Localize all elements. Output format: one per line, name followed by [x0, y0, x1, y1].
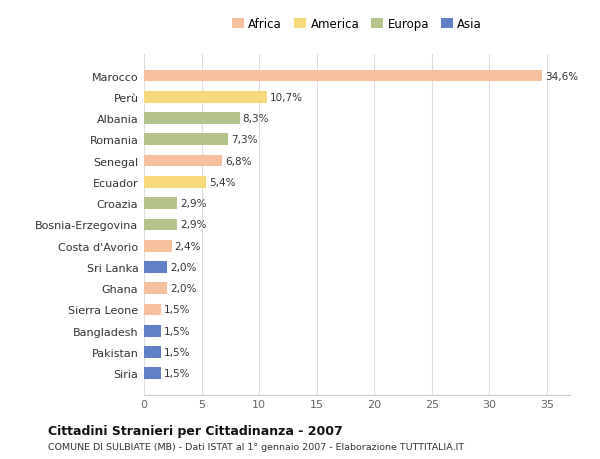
- Bar: [144, 71, 542, 82]
- Bar: [144, 134, 228, 146]
- Bar: [144, 241, 172, 252]
- Text: 10,7%: 10,7%: [270, 93, 303, 102]
- Text: COMUNE DI SULBIATE (MB) - Dati ISTAT al 1° gennaio 2007 - Elaborazione TUTTITALI: COMUNE DI SULBIATE (MB) - Dati ISTAT al …: [48, 442, 464, 451]
- Text: 2,9%: 2,9%: [180, 199, 207, 209]
- Bar: [144, 304, 161, 316]
- Text: 5,4%: 5,4%: [209, 178, 236, 187]
- Bar: [144, 347, 161, 358]
- Bar: [144, 325, 161, 337]
- Bar: [144, 283, 167, 294]
- Bar: [144, 368, 161, 379]
- Bar: [144, 262, 167, 273]
- Text: 2,9%: 2,9%: [180, 220, 207, 230]
- Bar: [144, 219, 178, 231]
- Text: 7,3%: 7,3%: [231, 135, 257, 145]
- Text: 2,4%: 2,4%: [175, 241, 201, 251]
- Bar: [144, 198, 178, 209]
- Text: Cittadini Stranieri per Cittadinanza - 2007: Cittadini Stranieri per Cittadinanza - 2…: [48, 424, 343, 437]
- Text: 8,3%: 8,3%: [242, 114, 269, 124]
- Bar: [144, 156, 222, 167]
- Bar: [144, 177, 206, 188]
- Text: 1,5%: 1,5%: [164, 369, 191, 379]
- Text: 2,0%: 2,0%: [170, 263, 196, 272]
- Text: 6,8%: 6,8%: [225, 156, 251, 166]
- Text: 1,5%: 1,5%: [164, 347, 191, 357]
- Legend: Africa, America, Europa, Asia: Africa, America, Europa, Asia: [227, 13, 487, 36]
- Text: 34,6%: 34,6%: [545, 71, 578, 81]
- Bar: [144, 92, 267, 103]
- Text: 2,0%: 2,0%: [170, 284, 196, 294]
- Text: 1,5%: 1,5%: [164, 326, 191, 336]
- Bar: [144, 113, 239, 125]
- Text: 1,5%: 1,5%: [164, 305, 191, 315]
